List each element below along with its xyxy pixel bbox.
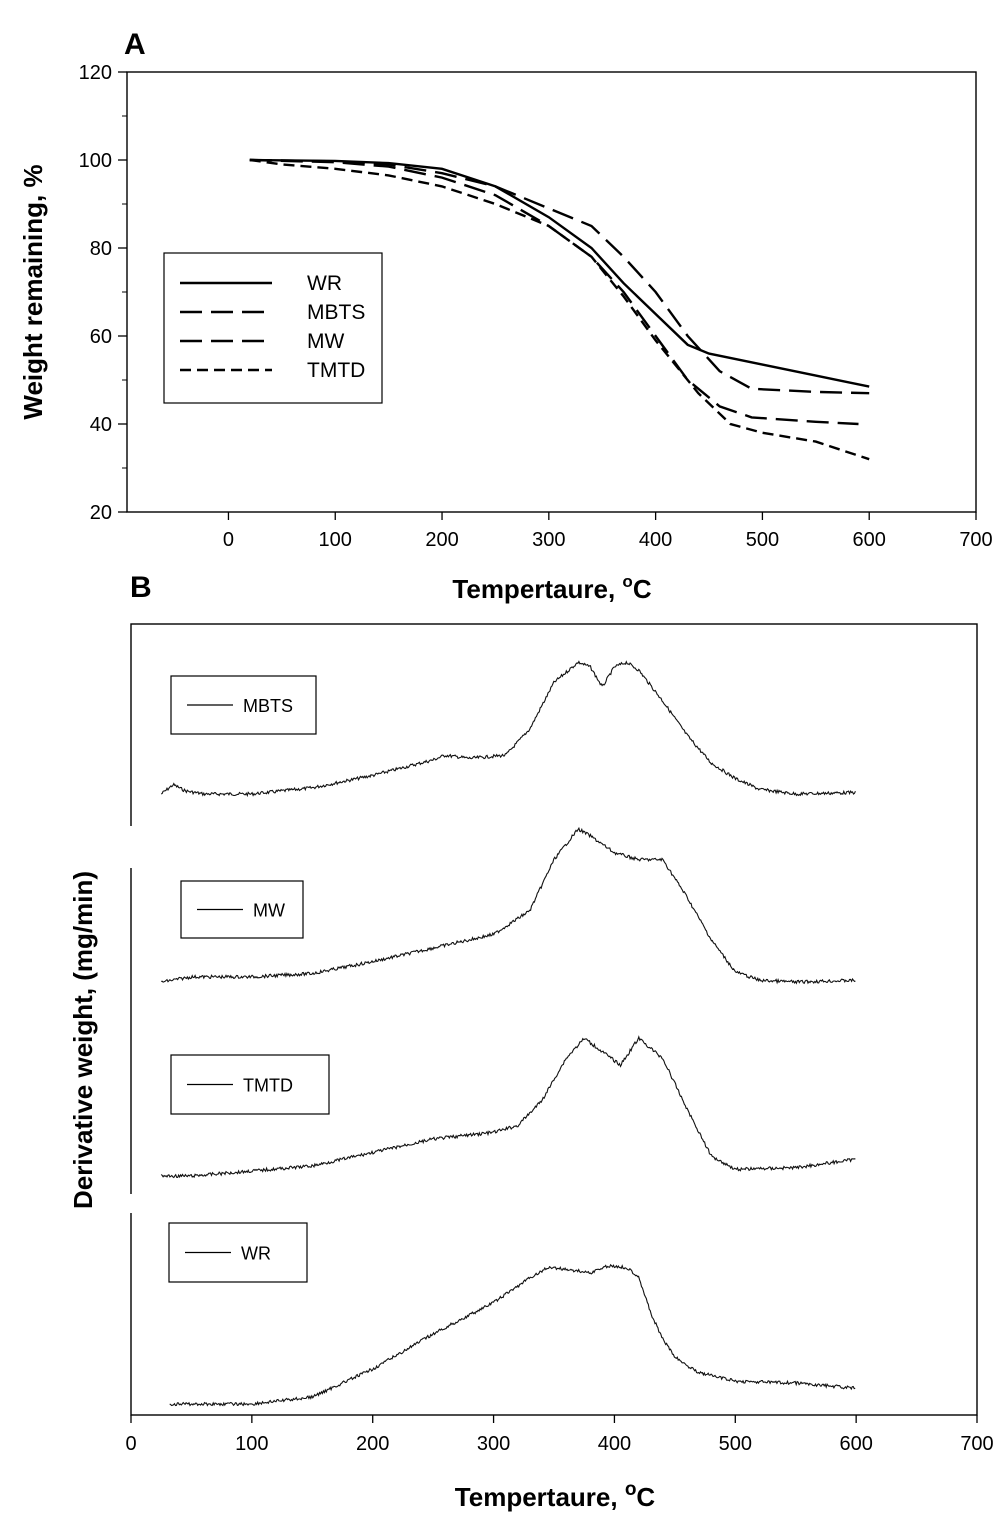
legend-label: TMTD (243, 1076, 293, 1096)
x-tick-label: 100 (235, 1433, 268, 1455)
series-line-wr (249, 158, 870, 388)
x-tick-label: 400 (598, 1433, 631, 1455)
x-tick-label: 200 (356, 1433, 389, 1455)
panel-a-legend-box (163, 252, 383, 404)
x-tick-label: 500 (719, 1433, 752, 1455)
panel-a-legend: WR MBTS MW TMTD (163, 252, 383, 404)
legend-label-mw: MW (307, 330, 344, 353)
panel-a-x-axis-title: Tempertaure, oC (452, 572, 651, 604)
legend-label: MBTS (243, 696, 293, 716)
legend-label: MW (253, 901, 285, 921)
series-line-tmtd (249, 158, 870, 461)
legend-label-tmtd: TMTD (307, 359, 365, 382)
thermogram-tmtd (160, 1035, 856, 1179)
x-tick-label: 600 (853, 529, 886, 551)
panel-a-label: A (124, 28, 146, 61)
x-tick-label: 0 (125, 1433, 136, 1455)
panel-b: B 0 100 200 300 400 500 600 700 Tempertaure, oC… (68, 571, 994, 1512)
panel-b-x-ticks: 0 100 200 300 400 500 600 700 (125, 1415, 994, 1455)
legend-mbts: MBTS (170, 675, 317, 735)
x-tick-label: 700 (959, 529, 992, 551)
thermogram-wr (169, 1263, 856, 1407)
x-tick-label: 200 (425, 529, 458, 551)
legend-wr: WR (168, 1222, 308, 1283)
x-tick-label: 500 (746, 529, 779, 551)
x-tick-label: 400 (639, 529, 672, 551)
panel-a-y-ticks: 20 40 60 80 100 120 (79, 62, 127, 524)
panel-a: A 0 100 200 300 400 500 600 700 20406080100120 … (18, 28, 993, 604)
x-tick-label: 300 (477, 1433, 510, 1455)
series-line-mw (249, 158, 859, 426)
legend-label: WR (241, 1244, 271, 1264)
panel-b-label: B (130, 571, 152, 604)
panel-b-y-axis-title: Derivative weight, (mg/min) (68, 871, 98, 1209)
series-line-mbts (249, 158, 870, 395)
y-tick-label: 100 (79, 150, 112, 172)
legend-mw: MW (180, 880, 304, 939)
x-tick-label: 100 (319, 529, 352, 551)
legend-tmtd: TMTD (170, 1054, 330, 1115)
panel-b-x-axis-title: Tempertaure, oC (455, 1479, 656, 1512)
panel-a-series (249, 158, 870, 461)
panel-a-y-axis-title: Weight remaining, % (18, 164, 48, 419)
x-tick-label: 300 (532, 529, 565, 551)
legend-label-wr: WR (307, 272, 342, 295)
thermogram-mbts (160, 660, 856, 798)
panel-b-series (160, 660, 856, 1407)
y-tick-label: 60 (90, 326, 112, 348)
y-tick-label: 80 (90, 238, 112, 260)
panel-b-legends: MBTS MW TMTD WR (168, 675, 330, 1283)
y-tick-label: 20 (90, 502, 112, 524)
y-tick-label: 40 (90, 414, 112, 436)
legend-label-mbts: MBTS (307, 301, 365, 324)
x-tick-label: 600 (839, 1433, 872, 1455)
panel-b-plot-frame (130, 623, 978, 1416)
x-tick-label: 0 (223, 529, 234, 551)
panel-a-x-ticks: 0 100 200 300 400 500 600 700 (223, 512, 993, 551)
y-tick-label: 120 (79, 62, 112, 84)
x-tick-label: 700 (960, 1433, 993, 1455)
thermogram-mw (161, 826, 856, 985)
